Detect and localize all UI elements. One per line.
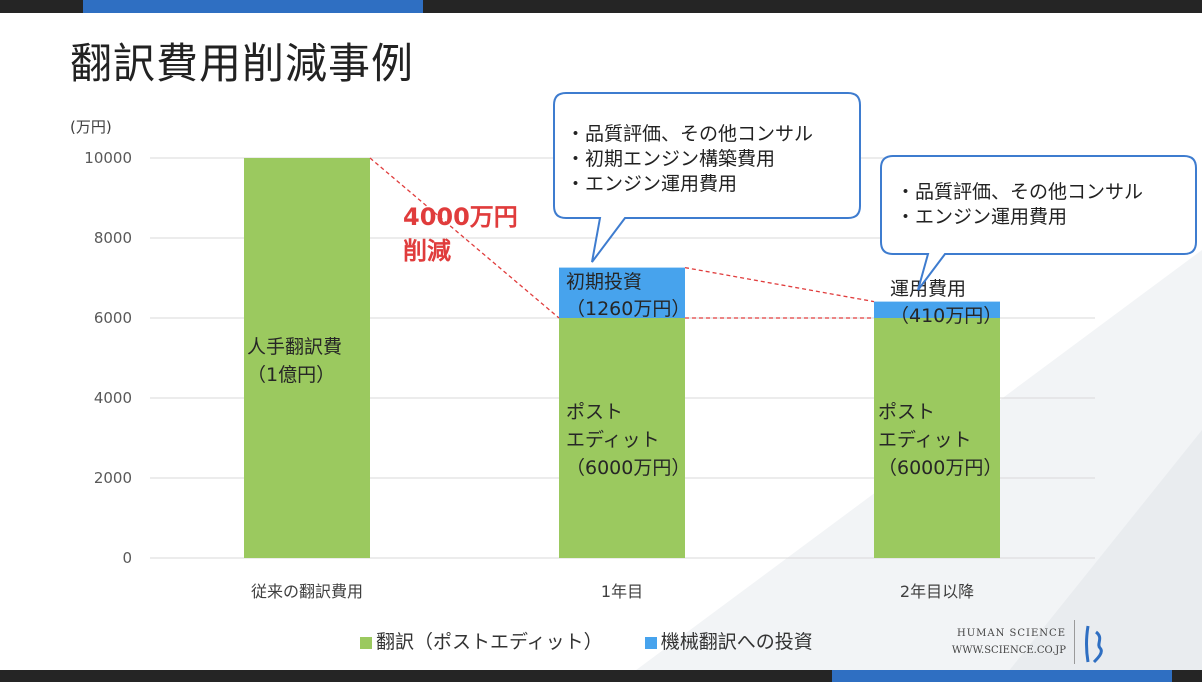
bar-labels: 人手翻訳費 （1億円） 初期投資 （1260万円） ポストエディット （6000万円） 運用… (247, 271, 1002, 479)
category-labels: 従来の翻訳費用 1年目 2年目以降 (251, 582, 974, 601)
legend-swatch-blue (644, 636, 657, 649)
bar-label-initial-investment: （1260万円） (566, 298, 690, 320)
logo-icon (1085, 625, 1103, 664)
y-tick-label: 2000 (94, 469, 132, 487)
chart-bars (244, 158, 1000, 558)
connector-line (684, 266, 875, 303)
bar-label-post-edit: （6000万円） (878, 457, 1002, 479)
bar-label-operating-cost: 運用費用 (890, 278, 966, 300)
bar-segment-mt-investment (874, 301, 1000, 318)
callout-year2-line: ・品質評価、その他コンサル (896, 181, 1144, 203)
y-axis-ticks: 0 2000 4000 6000 8000 10000 (84, 149, 132, 567)
category-label: 2年目以降 (900, 582, 974, 601)
brand-url: WWW.SCIENCE.CO.JP (951, 645, 1066, 656)
callout-bubble-year2 (880, 155, 1197, 291)
connector-line (369, 157, 560, 319)
legend-swatch-green (360, 636, 372, 649)
bottom-accent-bar (832, 670, 1172, 682)
brand-block: HUMAN SCIENCE WWW.SCIENCE.CO.JP (930, 628, 1066, 656)
y-tick-label: 8000 (94, 229, 132, 247)
category-label: 従来の翻訳費用 (251, 582, 363, 601)
callout-shapes (553, 92, 1197, 291)
reduction-word: 削減 (403, 237, 451, 265)
legend: 翻訳（ポストエディット） 機械翻訳への投資 (360, 627, 849, 654)
callout-year1-line: ・エンジン運用費用 (566, 173, 738, 195)
reduction-amount: 4000万円 (403, 203, 518, 231)
y-tick-label: 6000 (94, 309, 132, 327)
top-accent-bar (83, 0, 423, 13)
callout-bubble-year1 (553, 92, 861, 263)
connector-lines (369, 157, 875, 319)
bar-label-post-edit: ポスト (566, 401, 623, 423)
bar-label-manual-translation: （1億円） (247, 364, 335, 386)
y-tick-label: 10000 (84, 149, 132, 167)
bar-segment-translation (244, 158, 370, 558)
bar-segment-translation (874, 318, 1000, 558)
bar-segment-translation (559, 318, 685, 558)
y-tick-label: 4000 (94, 389, 132, 407)
legend-item-mt-investment: 機械翻訳への投資 (644, 627, 813, 654)
bar-label-post-edit: ポスト (878, 401, 935, 423)
legend-label: 機械翻訳への投資 (660, 631, 813, 653)
reduction-annotation: 4000万円 削減 (403, 200, 518, 268)
callout-year1: ・品質評価、その他コンサル ・初期エンジン構築費用 ・エンジン運用費用 (566, 122, 813, 197)
brand-divider (1074, 620, 1075, 664)
callout-year1-line: ・初期エンジン構築費用 (566, 148, 776, 170)
bar-label-post-edit: （6000万円） (566, 457, 690, 479)
brand-name: HUMAN SCIENCE (957, 628, 1066, 639)
bar-label-post-edit: エディット (566, 429, 660, 451)
legend-label: 翻訳（ポストエディット） (376, 631, 603, 653)
bar-label-initial-investment: 初期投資 (566, 271, 642, 293)
bar-label-post-edit: エディット (878, 429, 972, 451)
bar-label-manual-translation: 人手翻訳費 (247, 336, 342, 358)
y-tick-label: 0 (122, 549, 132, 567)
callout-year2-line: ・エンジン運用費用 (896, 206, 1068, 228)
bar-segment-mt-investment (559, 267, 685, 318)
y-axis-unit-label: (万円) (70, 118, 112, 136)
slide-title: 翻訳費用削減事例 (70, 39, 415, 88)
callout-year1-line: ・品質評価、その他コンサル (566, 123, 814, 145)
bar-label-operating-cost: （410万円） (890, 305, 1002, 327)
category-label: 1年目 (601, 582, 643, 601)
callout-year2: ・品質評価、その他コンサル ・エンジン運用費用 (896, 180, 1143, 230)
legend-item-translation: 翻訳（ポストエディット） (360, 627, 603, 654)
